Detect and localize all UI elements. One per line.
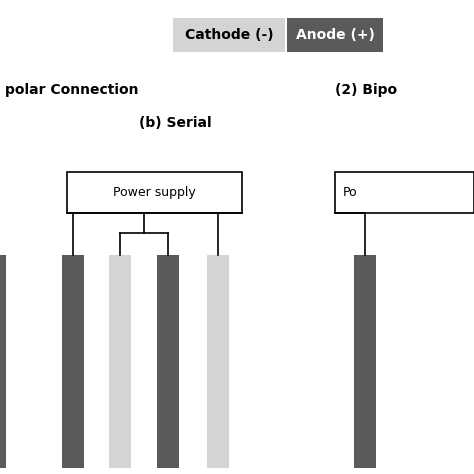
Bar xyxy=(287,18,383,52)
Text: Anode (+): Anode (+) xyxy=(296,28,374,42)
Bar xyxy=(354,255,376,468)
Bar xyxy=(62,255,84,468)
Bar xyxy=(109,255,131,468)
Bar xyxy=(173,18,285,52)
Text: polar Connection: polar Connection xyxy=(5,83,138,97)
Bar xyxy=(157,255,179,468)
Text: Cathode (-): Cathode (-) xyxy=(185,28,273,42)
Bar xyxy=(67,172,242,213)
Bar xyxy=(335,172,474,213)
Bar xyxy=(207,255,229,468)
Text: Po: Po xyxy=(343,186,357,199)
Text: Power supply: Power supply xyxy=(113,186,196,199)
Bar xyxy=(0,255,6,468)
Text: (b) Serial: (b) Serial xyxy=(139,116,211,130)
Text: (2) Bipo: (2) Bipo xyxy=(335,83,397,97)
